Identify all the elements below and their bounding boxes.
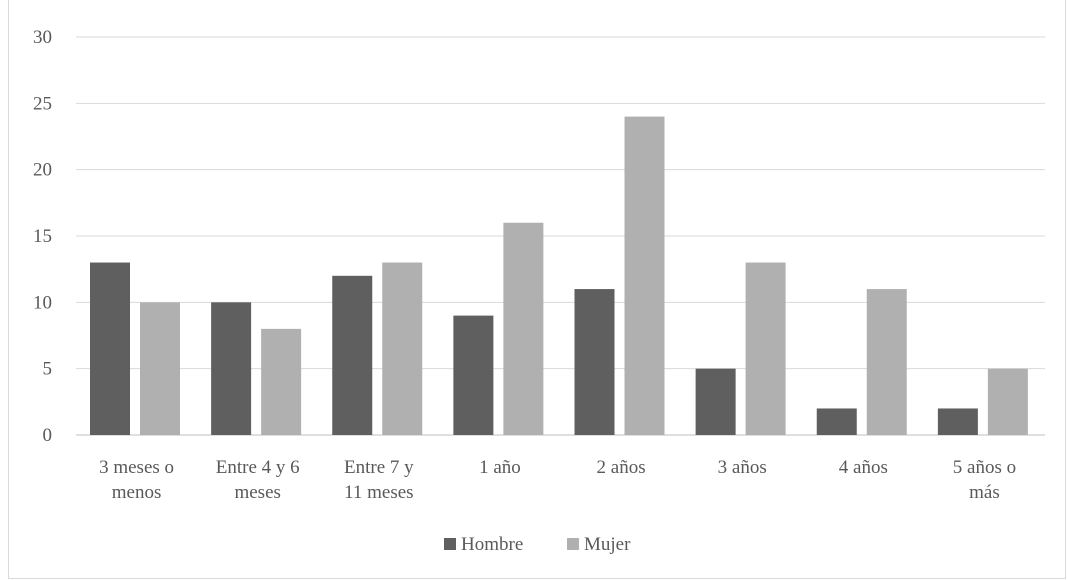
x-category-label: 3 años <box>718 457 767 478</box>
bar-hombre <box>574 289 615 435</box>
x-category-label: 1 año <box>479 457 521 478</box>
y-tick-label: 25 <box>33 93 52 114</box>
legend-label: Mujer <box>584 534 631 555</box>
x-category-label: menos <box>112 482 162 503</box>
bar-hombre <box>816 408 857 435</box>
x-category-label: más <box>969 482 1000 503</box>
x-category-label: Entre 4 y 6 <box>216 457 300 478</box>
y-tick-label: 0 <box>43 425 53 446</box>
bar-hombre <box>332 275 373 435</box>
legend-label: Hombre <box>461 534 523 555</box>
x-category-label: 2 años <box>597 457 646 478</box>
x-category-label: Entre 7 y <box>344 457 414 478</box>
y-tick-label: 30 <box>33 27 52 48</box>
bar-hombre <box>695 368 736 435</box>
bar-mujer <box>382 262 423 435</box>
y-tick-label: 20 <box>33 160 52 181</box>
bar-mujer <box>745 262 786 435</box>
x-category-label: 3 meses o <box>99 457 174 478</box>
legend-swatch <box>444 538 456 550</box>
y-tick-label: 5 <box>43 359 53 380</box>
x-category-label: meses <box>234 482 280 503</box>
bar-hombre <box>937 408 978 435</box>
bar-mujer <box>624 116 665 435</box>
bar-mujer <box>503 222 544 435</box>
bar-hombre <box>90 262 130 435</box>
x-category-label: 5 años o <box>953 457 1016 478</box>
legend-swatch <box>567 538 579 550</box>
bar-hombre <box>453 315 494 435</box>
bar-mujer <box>261 328 302 435</box>
x-category-label: 4 años <box>839 457 888 478</box>
y-tick-label: 10 <box>33 292 52 313</box>
bar-mujer <box>866 289 907 435</box>
bar-mujer <box>987 368 1028 435</box>
y-tick-label: 15 <box>33 226 52 247</box>
bar-mujer <box>140 302 180 435</box>
chart-frame <box>8 0 1066 579</box>
bar-hombre <box>211 302 252 435</box>
x-category-label: 11 meses <box>344 482 413 503</box>
